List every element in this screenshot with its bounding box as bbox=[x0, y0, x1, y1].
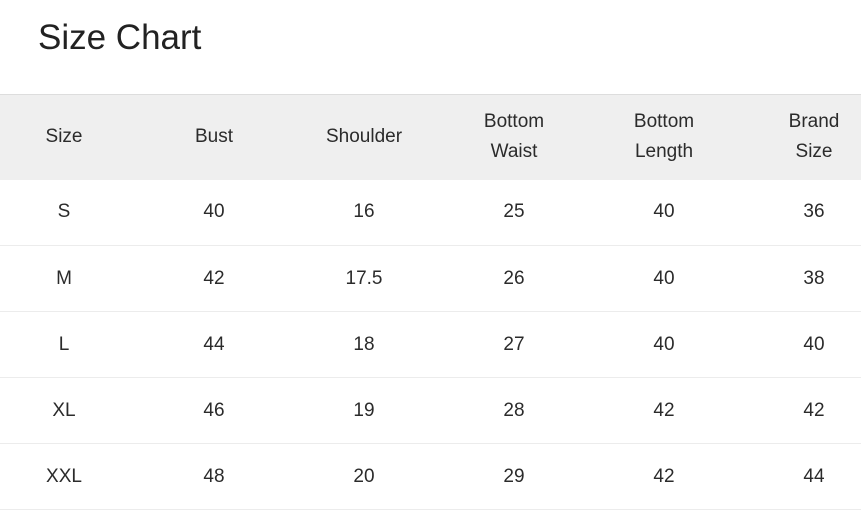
table-cell: S bbox=[57, 201, 71, 223]
table-cell: 40 bbox=[203, 201, 225, 223]
table-row: S 40 16 25 40 36 bbox=[0, 180, 861, 246]
table-cell: 42 bbox=[653, 399, 675, 421]
column-header: Shoulder bbox=[289, 95, 439, 180]
table-cell: 28 bbox=[503, 399, 525, 421]
table-cell: 40 bbox=[653, 267, 675, 289]
table-cell: 26 bbox=[503, 267, 525, 289]
table-cell: 38 bbox=[803, 267, 825, 289]
table-cell: M bbox=[56, 267, 72, 289]
column-header: Size bbox=[0, 95, 139, 180]
column-header: Bottom Waist bbox=[439, 95, 589, 180]
column-header-text: Bottom bbox=[483, 111, 545, 133]
column-header-text: Shoulder bbox=[325, 126, 403, 148]
column-header-text: Waist bbox=[490, 141, 538, 163]
column-header-text: Size bbox=[795, 141, 833, 163]
table-cell: 27 bbox=[503, 333, 525, 355]
table-cell: XL bbox=[52, 399, 76, 421]
table-cell: 29 bbox=[503, 465, 525, 487]
table-cell: 16 bbox=[353, 201, 375, 223]
table-row: L 44 18 27 40 40 bbox=[0, 312, 861, 378]
table-cell: L bbox=[58, 333, 70, 355]
column-header-text: Bust bbox=[194, 126, 234, 148]
table-cell: 42 bbox=[803, 399, 825, 421]
table-header-row: Size Bust Shoulder Bottom Waist Bottom Length B… bbox=[0, 94, 861, 180]
column-header-text: Size bbox=[45, 126, 83, 148]
column-header-text: Brand bbox=[788, 111, 840, 133]
table-row: M 42 17.5 26 40 38 bbox=[0, 246, 861, 312]
table-cell: 40 bbox=[653, 333, 675, 355]
table-cell: 25 bbox=[503, 201, 525, 223]
table-cell: 17.5 bbox=[345, 267, 383, 289]
table-cell: 48 bbox=[203, 465, 225, 487]
table-cell: 44 bbox=[803, 465, 825, 487]
table-cell: 40 bbox=[653, 201, 675, 223]
table-row: XL 46 19 28 42 42 bbox=[0, 378, 861, 444]
size-chart-table: Size Bust Shoulder Bottom Waist Bottom Length B… bbox=[0, 94, 861, 510]
page-title: Size Chart bbox=[38, 18, 202, 57]
table-cell: 40 bbox=[803, 333, 825, 355]
table-cell: 46 bbox=[203, 399, 225, 421]
table-cell: 42 bbox=[203, 267, 225, 289]
column-header: Brand Size bbox=[739, 95, 861, 180]
table-cell: XXL bbox=[46, 465, 82, 487]
table-cell: 19 bbox=[353, 399, 375, 421]
column-header-text: Bottom bbox=[633, 111, 695, 133]
column-header-text: Length bbox=[634, 141, 694, 163]
column-header: Bottom Length bbox=[589, 95, 739, 180]
table-cell: 44 bbox=[203, 333, 225, 355]
table-row: XXL 48 20 29 42 44 bbox=[0, 444, 861, 510]
table-cell: 20 bbox=[353, 465, 375, 487]
table-cell: 42 bbox=[653, 465, 675, 487]
table-cell: 18 bbox=[353, 333, 375, 355]
table-cell: 36 bbox=[803, 201, 825, 223]
column-header: Bust bbox=[139, 95, 289, 180]
